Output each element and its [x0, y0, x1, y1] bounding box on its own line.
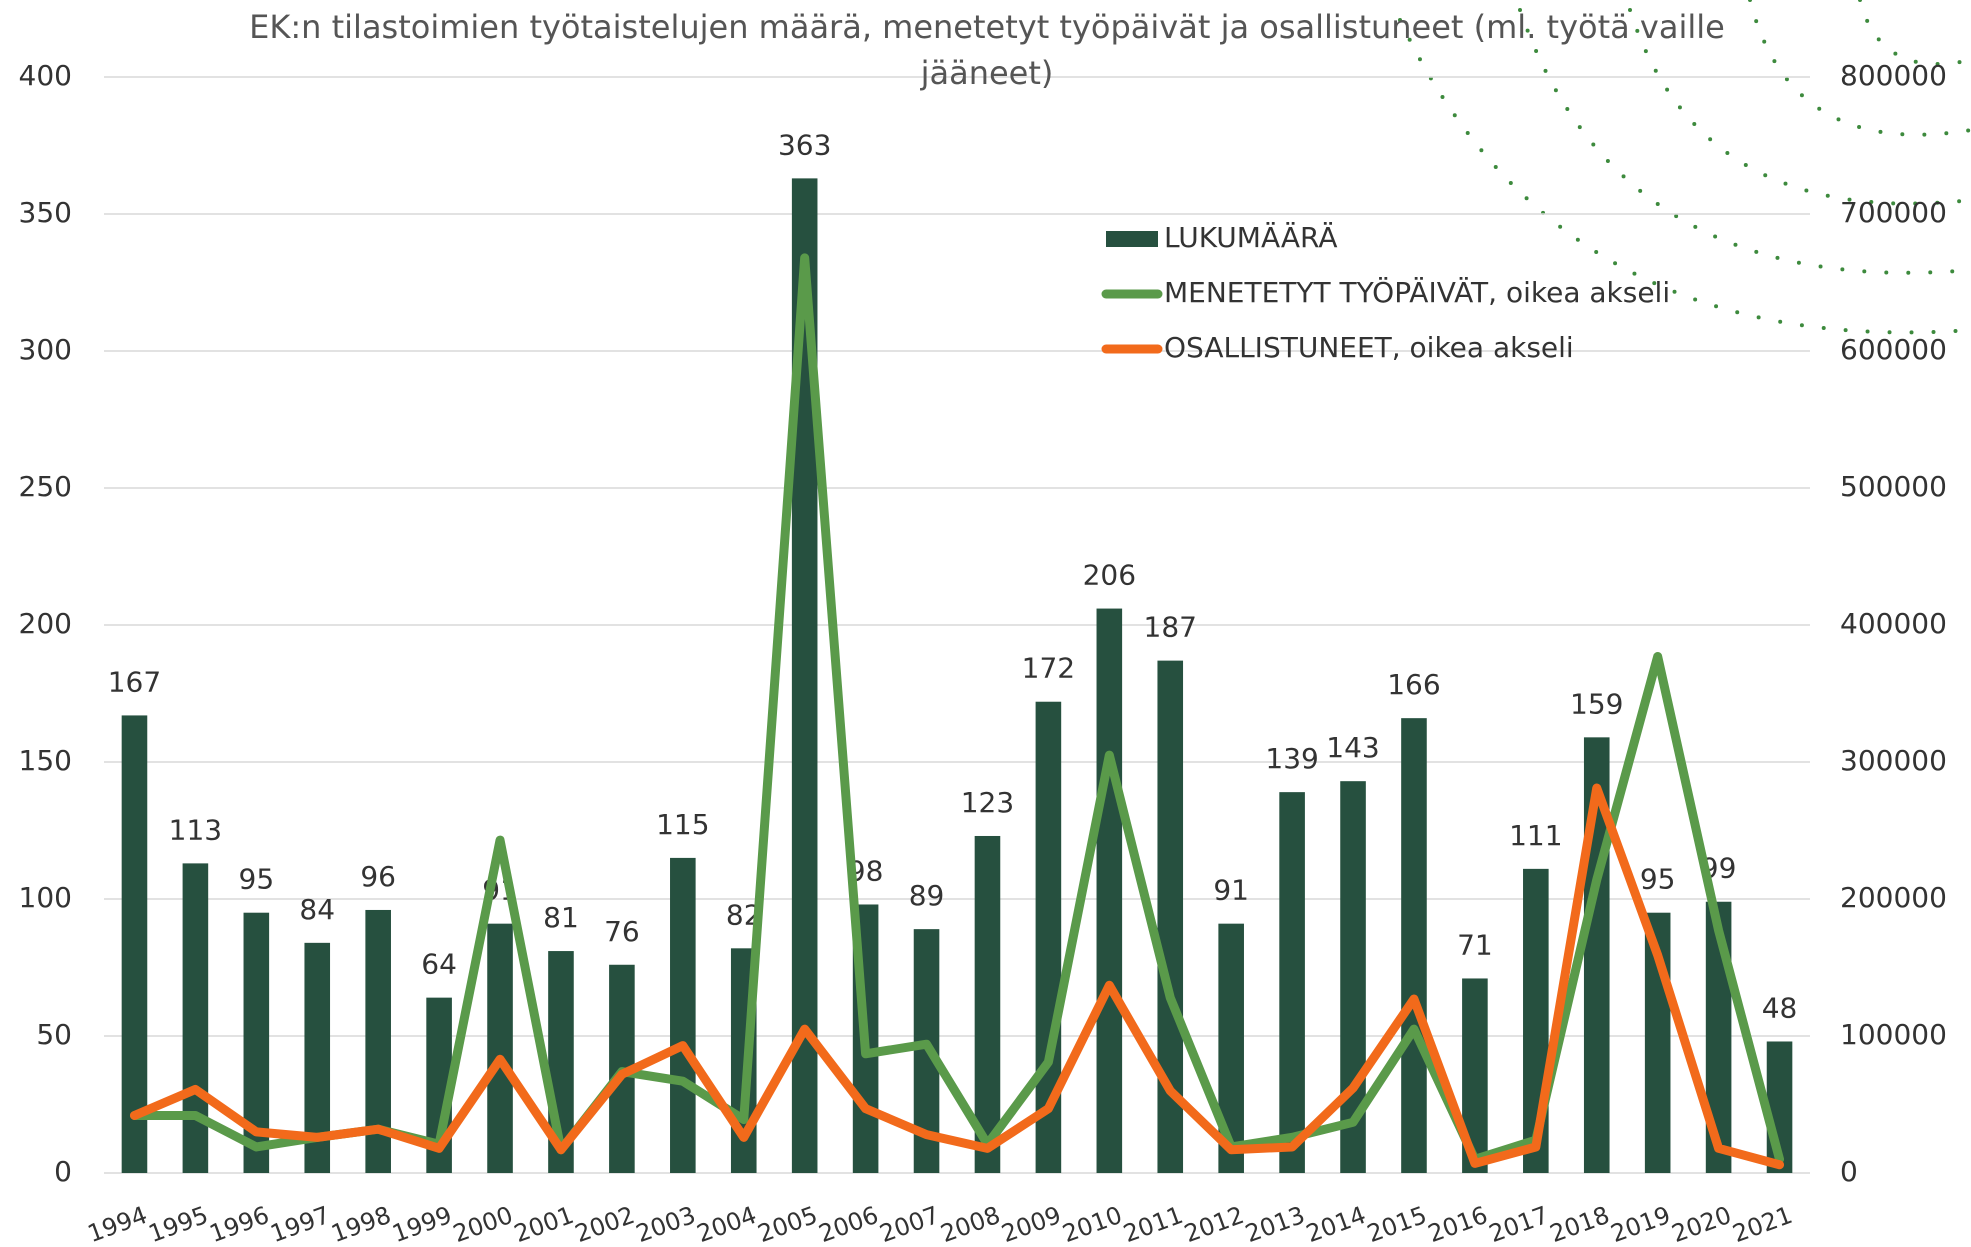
x-tick-label: 2020: [1668, 1201, 1735, 1247]
y-tick-label: 400: [19, 59, 72, 92]
bar: [974, 835, 1001, 1173]
chart-title: EK:n tilastoimien työtaistelujen määrä, …: [249, 8, 1725, 92]
bar: [1279, 792, 1305, 1173]
data-label: 48: [1762, 991, 1798, 1024]
x-tick-label: 1996: [206, 1201, 273, 1247]
bar: [121, 715, 148, 1173]
x-tick-label: 2006: [815, 1201, 882, 1247]
data-label: 167: [108, 665, 161, 698]
data-label: 111: [1509, 819, 1562, 852]
legend-label: LUKUMÄÄRÄ: [1164, 221, 1338, 254]
data-label: 95: [239, 863, 275, 896]
y2-tick-label: 500000: [1840, 470, 1947, 503]
decor-arc: [1858, 0, 1971, 66]
y-tick-label: 50: [36, 1018, 72, 1051]
bar: [182, 863, 209, 1173]
x-tick-label: 2002: [571, 1201, 638, 1247]
x-tick-label: 2009: [998, 1201, 1065, 1247]
x-tick-label: 2011: [1120, 1201, 1187, 1247]
x-tick-label: 2003: [632, 1201, 699, 1247]
y-tick-label: 250: [19, 470, 72, 503]
x-tick-label: 2001: [510, 1201, 577, 1247]
data-label: 81: [543, 901, 579, 934]
legend-label: OSALLISTUNEET, oikea akseli: [1164, 331, 1574, 364]
x-tick-label: 1994: [84, 1201, 151, 1247]
data-label: 159: [1570, 687, 1623, 720]
data-label: 166: [1387, 668, 1440, 701]
bar: [1096, 608, 1123, 1173]
y2-tick-label: 600000: [1840, 333, 1947, 366]
x-tick-label: 2015: [1363, 1201, 1430, 1247]
y2-tick-label: 700000: [1840, 196, 1947, 229]
y-tick-label: 0: [54, 1155, 72, 1188]
data-label: 123: [961, 786, 1014, 819]
x-tick-label: 2021: [1729, 1201, 1796, 1247]
data-label: 143: [1326, 731, 1379, 764]
x-tick-label: 2019: [1607, 1201, 1674, 1247]
bar: [487, 923, 513, 1173]
x-tick-label: 2005: [754, 1201, 821, 1247]
data-label: 115: [656, 808, 709, 841]
legend-label: MENETETYT TYÖPÄIVÄT, oikea akseli: [1164, 275, 1670, 309]
x-tick-label: 2017: [1485, 1201, 1552, 1247]
x-tick-label: 2014: [1303, 1201, 1370, 1247]
x-tick-label: 2012: [1181, 1201, 1248, 1247]
data-label: 71: [1457, 928, 1493, 961]
data-label: 76: [604, 915, 640, 948]
x-tick-label: 1997: [267, 1201, 334, 1247]
y2-tick-label: 300000: [1840, 744, 1947, 777]
data-label: 84: [299, 893, 335, 926]
data-label: 89: [909, 879, 945, 912]
bar: [670, 857, 696, 1173]
x-tick-label: 2010: [1059, 1201, 1126, 1247]
data-label: 96: [360, 860, 396, 893]
data-label: 363: [778, 128, 831, 161]
x-tick-label: 2008: [937, 1201, 1004, 1247]
y-tick-label: 200: [19, 607, 72, 640]
y-tick-label: 350: [19, 196, 72, 229]
x-tick-label: 1999: [389, 1201, 456, 1247]
data-label: 206: [1083, 559, 1136, 592]
x-tick-label: 2018: [1546, 1201, 1613, 1247]
x-tick-label: 2016: [1424, 1201, 1491, 1247]
data-label: 91: [1213, 874, 1249, 907]
data-label: 64: [421, 948, 457, 981]
x-tick-label: 1995: [145, 1201, 212, 1247]
x-tick-label: 2004: [693, 1201, 760, 1247]
data-label: 139: [1265, 742, 1318, 775]
y2-tick-label: 400000: [1840, 607, 1947, 640]
y-tick-label: 150: [19, 744, 72, 777]
x-tick-label: 2000: [450, 1201, 517, 1247]
y2-tick-label: 200000: [1840, 881, 1947, 914]
legend-swatch: [1106, 231, 1158, 247]
x-tick-label: 2013: [1242, 1201, 1309, 1247]
data-label: 95: [1640, 863, 1676, 896]
x-tick-label: 1998: [328, 1201, 395, 1247]
y2-tick-label: 0: [1840, 1155, 1858, 1188]
data-label: 172: [1022, 652, 1075, 685]
data-label: 113: [169, 813, 222, 846]
line: [129, 783, 1785, 1170]
y-tick-label: 100: [19, 881, 72, 914]
y-tick-label: 300: [19, 333, 72, 366]
bar: [1401, 718, 1427, 1173]
y2-tick-label: 100000: [1840, 1018, 1947, 1051]
y2-tick-label: 800000: [1840, 59, 1947, 92]
data-label: 187: [1144, 611, 1197, 644]
x-tick-label: 2007: [876, 1201, 943, 1247]
